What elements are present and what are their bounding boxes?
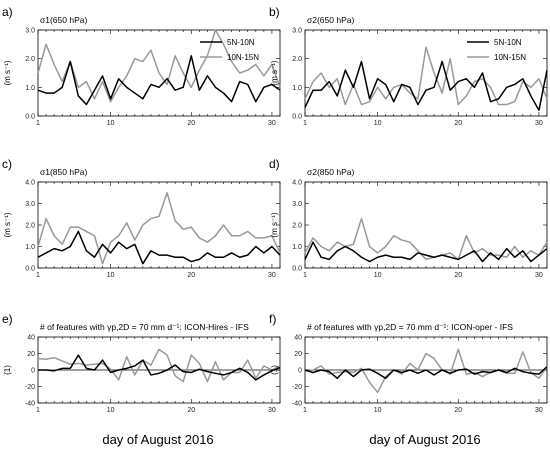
panel-e-y-tick-label: -40 (25, 401, 35, 408)
panel-b-series-line-grey (304, 46, 548, 106)
panel-f-y-tick-label: -40 (292, 401, 302, 408)
panel-d-y-axis-label: (m s⁻¹) (270, 212, 279, 237)
panel-d-y-tick-label: 0.0 (292, 266, 302, 273)
panel-a-series-line-grey (37, 29, 281, 103)
panel-c-x-tick-label: 10 (107, 272, 115, 279)
panel-d-y-tick-label: 4.0 (292, 180, 302, 187)
panel-f-series-line-black (304, 366, 548, 379)
panel-d-y-tick-label: 3.0 (292, 201, 302, 208)
panel-e-y-tick-label: 0 (31, 368, 35, 375)
panel-a-x-tick-label: 20 (187, 120, 195, 127)
panel-a-series-line-black (37, 55, 281, 106)
panel-a-y-tick-label: 3.0 (25, 28, 35, 35)
panel-a-y-tick-label: 2.0 (25, 56, 35, 63)
panel-f-y-axis-label: (1) (270, 365, 279, 375)
panel-d-series-line-black (304, 241, 548, 263)
panel-e-y-axis-label: (1) (3, 365, 12, 375)
panel-b-x-tick-label: 30 (535, 120, 543, 127)
panel-e-x-tick-label: 20 (187, 407, 195, 414)
panels: a)σ1(650 hPa)(m s⁻¹)0.01.02.03.01 10 20 305… (2, 5, 548, 414)
panel-b-legend-label: 10N-15N (494, 53, 526, 62)
panel-a-label: a) (2, 5, 13, 19)
panel-e-series-line-black (38, 354, 281, 381)
panel-f-x-tick-label: 10 (374, 407, 382, 414)
panel-f-y-tick-label: 20 (294, 351, 302, 358)
panel-a-y-tick-label: 1.0 (25, 85, 35, 92)
panel-a-legend-label: 5N-10N (227, 38, 255, 47)
panel-b-y-tick-label: 1.0 (292, 85, 302, 92)
panel-c-x-tick-label: 1 (36, 272, 40, 279)
panel-b-x-tick-label: 20 (454, 120, 462, 127)
panel-b-x-tick-label: 10 (374, 120, 382, 127)
panel-d-x-tick-label: 30 (535, 272, 543, 279)
panel-b-y-tick-label: 3.0 (292, 28, 302, 35)
panel-b-group: b) σ2(650 hPa) (m s⁻¹) 0.0 1.0 2.0 3.0 1 10 20 30 5… (269, 5, 548, 127)
panel-f-label: f) (269, 312, 276, 326)
panel-e-title: # of features with γp,2D = 70 mm d⁻¹: IC… (40, 322, 249, 332)
panel-c-y-tick-label: 3.0 (25, 201, 35, 208)
panel-b-y-tick-label: 0.0 (292, 114, 302, 121)
x-axis-label-left: day of August 2016 (102, 432, 213, 447)
panel-a-x-tick-label: 1 (36, 120, 40, 127)
panel-f-y-tick-label: 40 (294, 335, 302, 342)
panel-f-group: f) # of features with γp,2D = 70 mm d⁻¹: … (269, 312, 548, 414)
panel-b-legend-label: 5N-10N (494, 38, 522, 47)
panel-e-x-tick-label: 30 (268, 407, 276, 414)
panel-b-title: σ2(650 hPa) (307, 15, 354, 25)
panel-a-legend-label: 10N-15N (227, 53, 259, 62)
panel-e-y-tick-label: -20 (25, 384, 35, 391)
panel-e-x-tick-label: 1 (36, 407, 40, 414)
panel-c-series-line-black (37, 230, 281, 265)
panel-d-label: d) (269, 157, 280, 171)
panel-f-x-tick-label: 1 (303, 407, 307, 414)
panel-a-x-tick-label: 30 (268, 120, 276, 127)
panel-e-label: e) (2, 312, 13, 326)
panel-b-y-axis-label: (m s⁻¹) (270, 60, 279, 85)
panel-f-x-tick-label: 20 (454, 407, 462, 414)
panel-d-y-tick-label: 1.0 (292, 244, 302, 251)
x-axis-label-right: day of August 2016 (369, 432, 480, 447)
panel-c-y-tick-label: 0.0 (25, 266, 35, 273)
panel-c-title: σ1(850 hPa) (40, 167, 87, 177)
panel-c-label: c) (2, 157, 12, 171)
panel-b-x-tick-label: 1 (303, 120, 307, 127)
panel-c-y-tick-label: 4.0 (25, 180, 35, 187)
panel-d-y-tick-label: 2.0 (292, 223, 302, 230)
panel-d-x-tick-label: 10 (374, 272, 382, 279)
panel-b-y-tick-label: 2.0 (292, 56, 302, 63)
panel-d-title: σ2(850 hPa) (307, 167, 354, 177)
panel-d-group: d) σ2(850 hPa) (m s⁻¹) 0.0 1.0 2.0 3.0 4.0 1 10 20… (269, 157, 548, 279)
panel-f-series-line-grey (304, 348, 548, 394)
panel-b-label: b) (269, 5, 280, 19)
panel-d-x-tick-label: 1 (303, 272, 307, 279)
panel-e-y-tick-label: 20 (27, 351, 35, 358)
panel-e-y-tick-label: 40 (27, 335, 35, 342)
panel-b-series-line-black (304, 60, 548, 112)
panel-c-x-tick-label: 30 (268, 272, 276, 279)
panel-e-x-tick-label: 10 (107, 407, 115, 414)
panel-e-group: e) # of features with γp,2D = 70 mm d⁻¹: … (2, 312, 281, 414)
panel-c-y-axis-label: (m s⁻¹) (3, 212, 12, 237)
panel-c-y-tick-label: 1.0 (25, 244, 35, 251)
panel-e-series-line-grey (37, 348, 281, 383)
panel-c-group: c) σ1(850 hPa) (m s⁻¹) 0.0 1.0 2.0 3.0 4.0 1 10 20… (2, 157, 281, 279)
panel-a-x-tick-label: 10 (107, 120, 115, 127)
panel-c-series-line-grey (37, 192, 281, 265)
panel-d-x-tick-label: 20 (454, 272, 462, 279)
panel-a-y-axis-label: (m s⁻¹) (3, 60, 12, 85)
panel-f-title: # of features with γp,2D = 70 mm d⁻¹: IC… (307, 322, 513, 332)
panel-a-y-tick-label: 0.0 (25, 114, 35, 121)
panel-f-x-tick-label: 30 (535, 407, 543, 414)
panel-c-x-tick-label: 20 (187, 272, 195, 279)
panel-a-group: a) σ1(650 hPa) (m s⁻¹) 0.0 1.0 2.0 3.0 1 10 20 30 5… (2, 5, 281, 127)
panel-a-title: σ1(650 hPa) (40, 15, 87, 25)
panel-f-y-tick-label: 0 (298, 368, 302, 375)
panel-c-y-tick-label: 2.0 (25, 223, 35, 230)
panel-f-y-tick-label: -20 (292, 384, 302, 391)
